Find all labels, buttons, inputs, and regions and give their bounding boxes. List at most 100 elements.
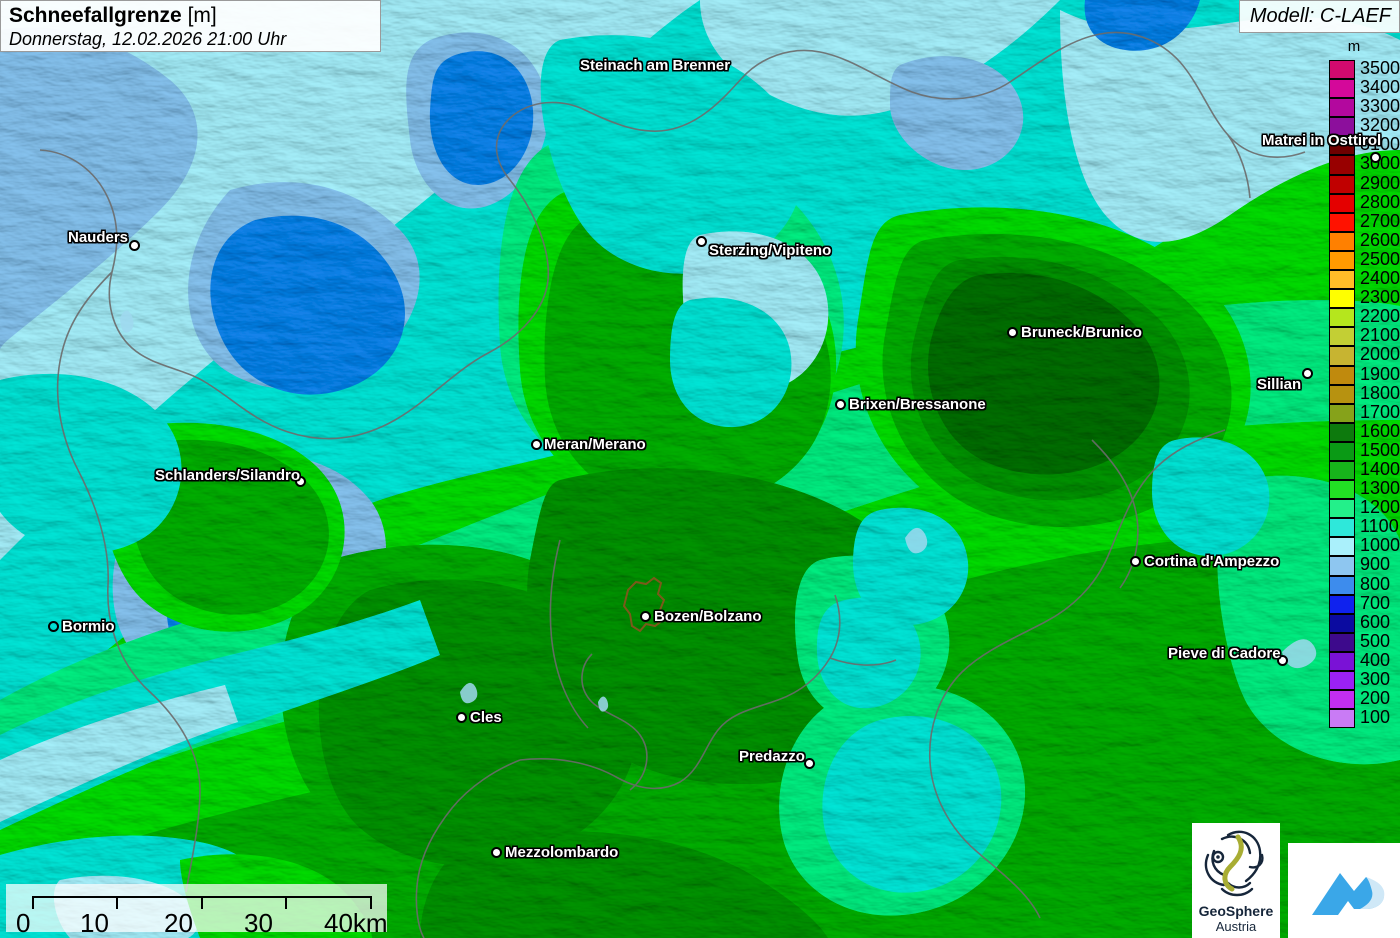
legend-swatch — [1329, 403, 1355, 423]
city-marker[interactable] — [295, 476, 306, 487]
city-label: Bozen/Bolzano — [654, 608, 762, 625]
legend-row[interactable]: 3100 — [1329, 135, 1400, 156]
legend-row[interactable]: 1100 — [1329, 517, 1399, 538]
legend-row[interactable]: 900 — [1329, 555, 1390, 576]
legend-row[interactable]: 300 — [1329, 670, 1390, 691]
legend-row[interactable]: 600 — [1329, 612, 1390, 633]
city-marker[interactable] — [456, 712, 467, 723]
legend-row[interactable]: 3000 — [1329, 154, 1400, 175]
city-marker[interactable] — [1370, 152, 1381, 163]
legend-swatch — [1329, 651, 1355, 671]
legend-label: 400 — [1360, 649, 1391, 670]
city-label: Predazzo — [739, 748, 805, 765]
app-logo[interactable] — [1288, 843, 1400, 938]
legend-row[interactable]: 100 — [1329, 708, 1390, 729]
legend-row[interactable]: 2900 — [1329, 173, 1400, 194]
legend-label: 3500 — [1360, 58, 1400, 78]
city-marker[interactable] — [1277, 655, 1288, 666]
legend-row[interactable]: 3500 — [1329, 59, 1400, 80]
page-title: Schneefallgrenze [m] — [9, 4, 370, 28]
legend-row[interactable]: 1500 — [1329, 440, 1400, 461]
city-marker[interactable] — [1302, 368, 1313, 379]
legend-label: 2400 — [1360, 268, 1400, 289]
geosphere-mark-icon — [1204, 830, 1264, 897]
legend-row[interactable]: 2600 — [1329, 230, 1400, 251]
legend-swatch — [1329, 499, 1355, 519]
city-marker[interactable] — [640, 611, 651, 622]
legend-label: 1200 — [1360, 497, 1400, 518]
legend-row[interactable]: 1200 — [1329, 498, 1400, 519]
legend-swatch — [1329, 174, 1355, 194]
geosphere-logo[interactable]: GeoSphere Austria — [1192, 823, 1280, 938]
legend-label: 200 — [1360, 688, 1391, 709]
scale-tick — [32, 896, 34, 909]
city-marker[interactable] — [129, 240, 140, 251]
scale-tick — [285, 896, 287, 909]
legend-row[interactable]: 2700 — [1329, 211, 1400, 232]
geosphere-name: GeoSphere — [1198, 903, 1274, 919]
city-marker[interactable] — [48, 621, 59, 632]
legend-swatch — [1329, 480, 1355, 500]
legend-label: 1500 — [1360, 439, 1400, 460]
legend-row[interactable]: 400 — [1329, 650, 1390, 671]
legend-label: 900 — [1360, 554, 1391, 575]
legend-label: 2900 — [1360, 172, 1400, 193]
legend-row[interactable]: 2400 — [1329, 269, 1400, 290]
legend-row[interactable]: 3300 — [1329, 97, 1400, 118]
legend-swatch — [1329, 212, 1355, 232]
city-marker[interactable] — [531, 439, 542, 450]
city-marker[interactable] — [1007, 327, 1018, 338]
legend-label: 1100 — [1360, 516, 1399, 537]
city-label: Pieve di Cadore — [1168, 645, 1281, 662]
legend-row[interactable]: 700 — [1329, 593, 1390, 614]
legend-row[interactable]: 2200 — [1329, 307, 1400, 328]
legend-row[interactable]: 3400 — [1329, 78, 1400, 99]
legend-label: 1900 — [1360, 363, 1400, 384]
legend-swatch — [1329, 441, 1355, 461]
legend-row[interactable]: 1400 — [1329, 459, 1400, 481]
mountain-cloud-icon — [1312, 873, 1385, 915]
legend-row[interactable]: 1900 — [1329, 364, 1400, 385]
legend-label: 700 — [1360, 592, 1391, 613]
legend-row[interactable]: 200 — [1329, 689, 1390, 710]
city-marker[interactable] — [835, 399, 846, 410]
city-label: Brixen/Bressanone — [849, 396, 986, 413]
legend-row[interactable]: 2500 — [1329, 249, 1400, 271]
legend-row[interactable]: 500 — [1329, 631, 1390, 652]
title-box: Schneefallgrenze [m] Donnerstag, 12.02.2… — [0, 0, 381, 52]
legend-swatch — [1329, 460, 1355, 481]
legend-row[interactable]: 2800 — [1329, 192, 1400, 213]
city-marker[interactable] — [719, 60, 730, 71]
legend-row[interactable]: 1300 — [1329, 479, 1400, 500]
legend-swatch — [1329, 594, 1355, 614]
city-marker[interactable] — [804, 758, 815, 769]
legend-row[interactable]: 1700 — [1329, 402, 1400, 423]
legend-label: 500 — [1360, 630, 1391, 651]
legend-row[interactable]: 2000 — [1329, 345, 1400, 366]
legend-label: 1600 — [1360, 420, 1400, 441]
color-legend[interactable]: 3500 3400 3300 3200 3100 3000 2900 2800 2700 2600… — [1329, 59, 1400, 729]
legend-row[interactable]: 1600 — [1329, 421, 1400, 442]
legend-swatch — [1329, 422, 1355, 442]
city-marker[interactable] — [1130, 556, 1141, 567]
legend-row[interactable]: 3200 — [1329, 116, 1400, 137]
legend-row[interactable]: 1000 — [1329, 536, 1400, 557]
legend-row[interactable]: 2300 — [1329, 288, 1400, 309]
legend-row[interactable]: 1800 — [1329, 383, 1400, 404]
legend-row[interactable]: 800 — [1329, 574, 1390, 595]
legend-label: 800 — [1360, 573, 1391, 594]
legend-label: 100 — [1360, 707, 1391, 728]
legend-swatch — [1329, 60, 1355, 80]
legend-label: 300 — [1360, 669, 1391, 689]
scale-ticks — [32, 896, 372, 910]
legend-label: 3100 — [1360, 134, 1400, 155]
legend-swatch — [1329, 613, 1355, 633]
city-marker[interactable] — [696, 236, 707, 247]
legend-label: 2200 — [1360, 306, 1400, 327]
model-label: Modell: C-LAEF — [1238, 0, 1400, 33]
scale-tick — [370, 896, 372, 909]
city-marker[interactable] — [491, 847, 502, 858]
scale-number: 20 — [164, 908, 193, 938]
legend-row[interactable]: 2100 — [1329, 326, 1400, 347]
